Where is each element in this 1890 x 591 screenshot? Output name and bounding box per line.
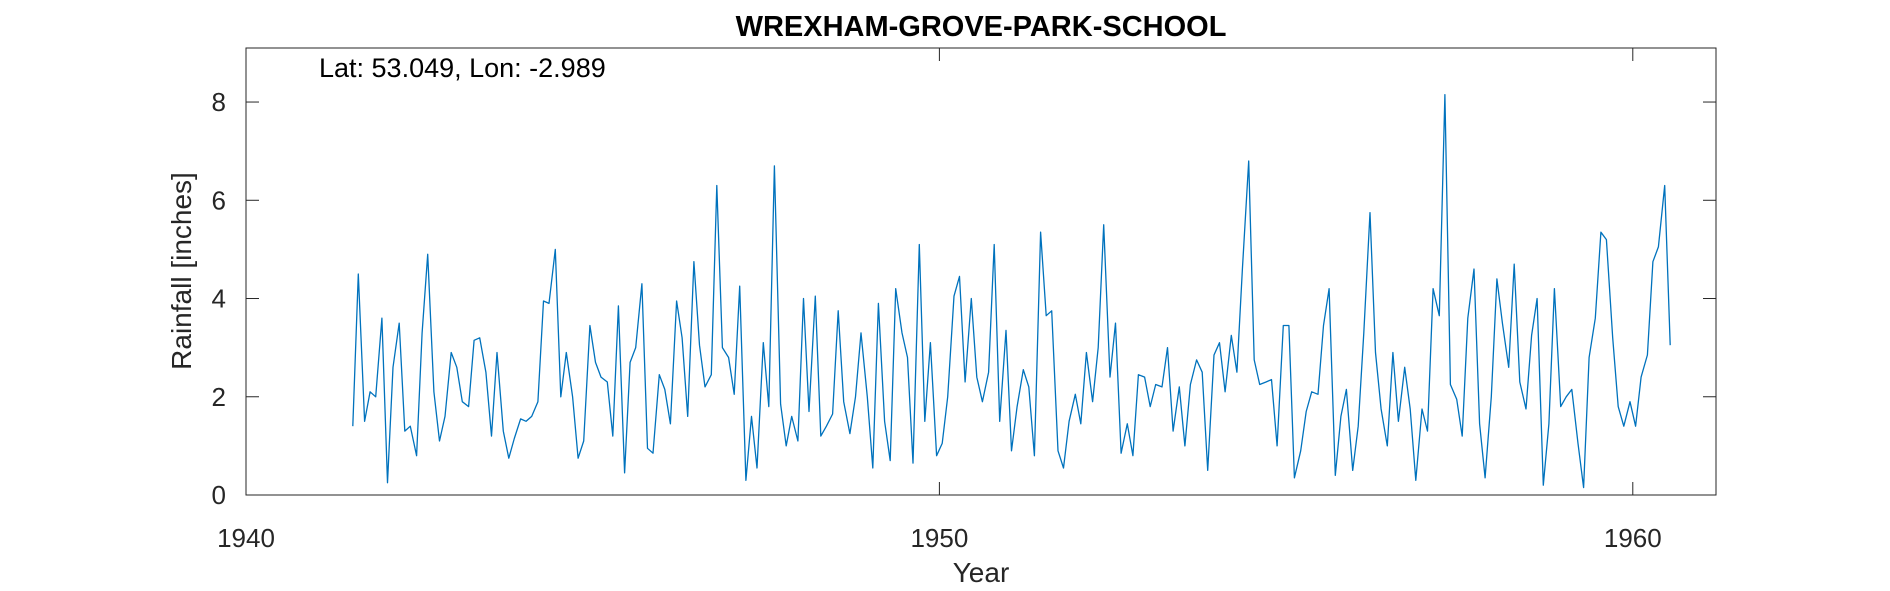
- y-tick-label: 6: [212, 185, 226, 215]
- x-axis-label: Year: [953, 557, 1010, 588]
- location-annotation: Lat: 53.049, Lon: -2.989: [319, 53, 606, 83]
- y-tick-label: 4: [212, 284, 226, 314]
- y-tick-label: 2: [212, 382, 226, 412]
- axis-tick-labels: 1940 1950 1960 0 2 4 6 8: [212, 87, 1662, 553]
- chart-title: WREXHAM-GROVE-PARK-SCHOOL: [736, 11, 1227, 43]
- y-tick-label: 8: [212, 87, 226, 117]
- x-tick-label: 1940: [217, 523, 275, 553]
- axis-ticks: [245, 48, 1716, 496]
- x-tick-label: 1950: [910, 523, 968, 553]
- y-tick-label: 0: [212, 480, 226, 510]
- plot-area: [245, 47, 1717, 496]
- rainfall-series-line: [352, 94, 1671, 489]
- x-tick-label: 1960: [1604, 523, 1662, 553]
- y-axis-label: Rainfall [inches]: [166, 172, 197, 370]
